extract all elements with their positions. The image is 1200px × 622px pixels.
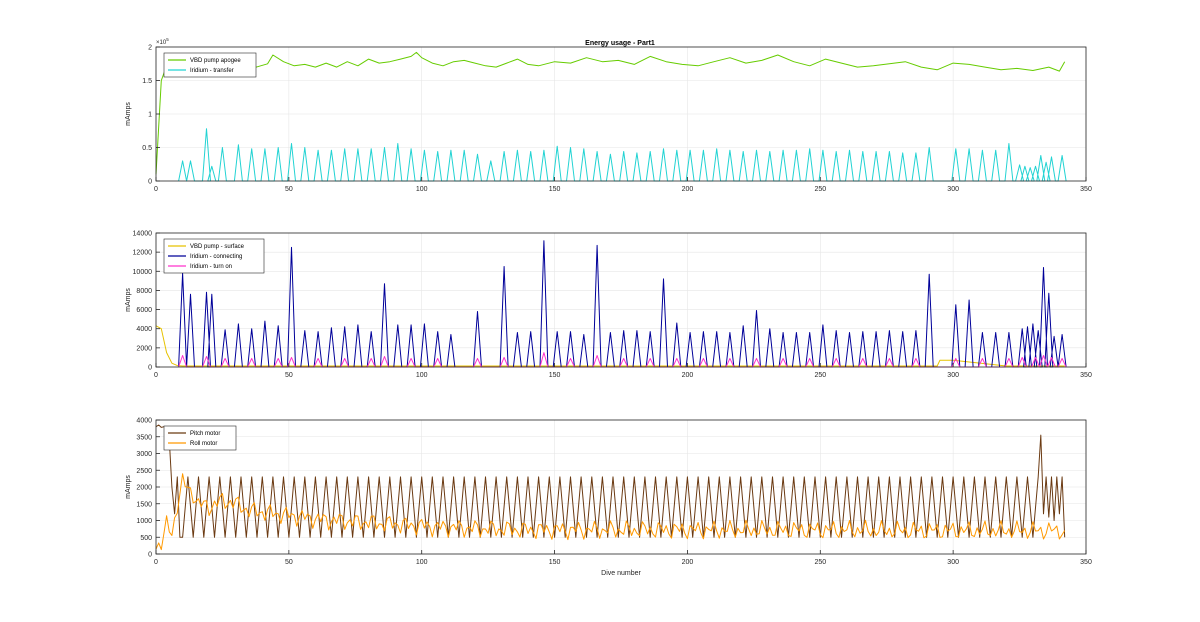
y-tick-label: 1500 <box>136 501 152 508</box>
series-line-vbd-pump-apogee <box>155 51 1066 175</box>
y-axis-label: mAmps <box>125 475 132 499</box>
x-tick-label: 50 <box>285 372 293 379</box>
legend-box <box>163 52 257 78</box>
figure-title: Energy usage - Part1 <box>585 40 655 47</box>
y-tick-label: 1.5 <box>142 78 152 85</box>
y-tick-label: 3000 <box>136 451 152 458</box>
legend-label: Roll motor <box>190 441 217 447</box>
legend-label: Pitch motor <box>190 431 220 437</box>
x-tick-label: 50 <box>285 186 293 193</box>
axes-box <box>155 232 1087 368</box>
x-tick-label: 150 <box>549 186 561 193</box>
legend-box <box>163 425 237 451</box>
x-tick-label: 0 <box>154 559 158 566</box>
x-tick-label: 250 <box>814 186 826 193</box>
legend-label: Iridium - connecting <box>190 254 242 260</box>
legend: Pitch motor Roll motor <box>163 425 237 451</box>
chart-panel-2: 0 50 100 150 200 250 300 350 0 2000 4000 6000 8000 10… <box>125 231 1092 380</box>
legend: VBD pump apogee Iridium - transfer <box>163 52 257 78</box>
y-tick-label: 4000 <box>136 326 152 333</box>
y-tick-label: 1000 <box>136 518 152 525</box>
legend-label: VBD pump - surface <box>190 244 245 250</box>
x-tick-label: 100 <box>416 186 428 193</box>
x-tick-label: 0 <box>154 372 158 379</box>
panels: 0 50 100 150 200 250 300 35000.511.52×105mAmpsV… <box>125 37 1092 577</box>
y-tick-label: 2000 <box>136 485 152 492</box>
x-tick-label: 300 <box>947 372 959 379</box>
x-axis-label: Dive number <box>601 570 641 577</box>
y-tick-label: 10000 <box>133 269 153 276</box>
y-tick-label: 3500 <box>136 434 152 441</box>
y-tick-label: 14000 <box>133 231 153 238</box>
y-tick-label: 0 <box>148 179 152 186</box>
y-tick-label: 500 <box>140 535 152 542</box>
chart-panel-1: 0 50 100 150 200 250 300 350 0 0.5 1 1.5 2 ×105 mAmps V… <box>125 37 1092 193</box>
x-tick-label: 100 <box>416 372 428 379</box>
x-tick-label: 200 <box>682 559 694 566</box>
x-tick-label: 350 <box>1080 372 1092 379</box>
y-tick-label: 2 <box>148 45 152 52</box>
plot-area <box>156 233 1086 367</box>
chart-panel-3: 0 50 100 150 200 250 300 3500500100015002000250… <box>125 418 1092 578</box>
x-tick-label: 350 <box>1080 186 1092 193</box>
legend: VBD pump - surface Iridium - connecting Ir… <box>163 238 265 274</box>
x-tick-label: 150 <box>549 559 561 566</box>
y-tick-label: 0.5 <box>142 145 152 152</box>
y-tick-label: 8000 <box>136 288 152 295</box>
legend-label: Iridium - transfer <box>190 68 234 74</box>
x-tick-label: 100 <box>416 559 428 566</box>
series-line-vbd-pump-surface <box>155 325 1065 367</box>
series-line-roll-motor <box>155 473 1066 551</box>
series-line-pitch-motor <box>155 424 1066 538</box>
y-axis-label: mAmps <box>125 102 132 126</box>
y-tick-label: 2000 <box>136 345 152 352</box>
y-tick-label: 0 <box>148 365 152 372</box>
y-tick-label: 1 <box>148 112 152 119</box>
x-tick-label: 200 <box>682 186 694 193</box>
x-tick-label: 250 <box>814 372 826 379</box>
y-axis-label: mAmps <box>125 288 132 312</box>
y-tick-label: 12000 <box>133 250 153 257</box>
x-tick-label: 250 <box>814 559 826 566</box>
x-tick-label: 350 <box>1080 559 1092 566</box>
x-tick-label: 300 <box>947 559 959 566</box>
legend-label: Iridium - turn on <box>190 264 232 270</box>
y-tick-label: 2500 <box>136 468 152 475</box>
x-tick-label: 50 <box>285 559 293 566</box>
x-tick-label: 150 <box>549 372 561 379</box>
x-tick-label: 200 <box>682 372 694 379</box>
y-tick-label: 0 <box>148 552 152 559</box>
y-tick-label: 4000 <box>136 418 152 425</box>
legend-label: VBD pump apogee <box>190 58 241 64</box>
y-tick-label: 6000 <box>136 307 152 314</box>
y-exponent-label: ×105 <box>156 37 169 46</box>
x-tick-label: 0 <box>154 186 158 193</box>
y-exponent-power: 5 <box>166 37 169 42</box>
x-tick-label: 300 <box>947 186 959 193</box>
